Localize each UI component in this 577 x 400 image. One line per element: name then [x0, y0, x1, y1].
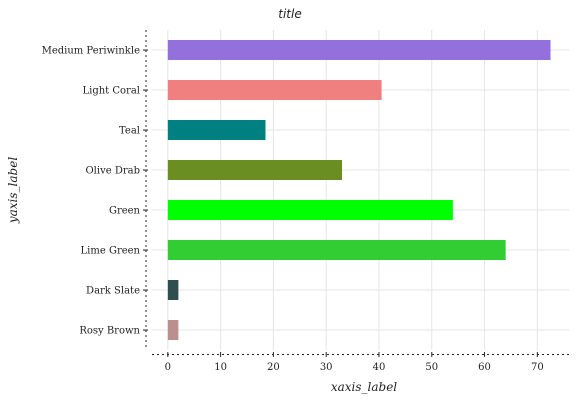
y-ticks: Rosy Brown Dark Slate Lime Green Green Olive… [42, 30, 148, 350]
y-tick-label: Olive Drab [85, 166, 140, 177]
x-axis-title: xaxis_label [331, 380, 397, 394]
y-tick-label: Medium Periwinkle [42, 46, 140, 57]
y-tick-label: Dark Slate [86, 286, 140, 297]
bar [167, 280, 179, 300]
y-tick-label: Light Coral [83, 86, 141, 97]
x-tick-label: 10 [214, 362, 227, 373]
bar [167, 160, 343, 180]
x-tick-label: 70 [531, 362, 544, 373]
x-tick-label: 30 [320, 362, 333, 373]
chart-title: title [278, 7, 301, 21]
bar [167, 320, 179, 340]
x-tick-label: 20 [267, 362, 280, 373]
x-tick-label: 40 [373, 362, 386, 373]
y-tick-label: Green [109, 206, 141, 217]
bar [167, 240, 506, 260]
x-tick-label: 60 [478, 362, 491, 373]
y-tick-label: Rosy Brown [79, 326, 140, 337]
y-axis-title: yaxis_label [6, 157, 20, 224]
bar [167, 40, 551, 60]
bar [167, 200, 453, 220]
bar [167, 120, 266, 140]
x-tick-label: 50 [425, 362, 438, 373]
grid [152, 30, 569, 350]
x-tick-label: 0 [165, 362, 171, 373]
x-ticks: 0 10 20 30 40 50 60 70 [152, 352, 569, 373]
y-tick-label: Lime Green [81, 246, 141, 257]
bar [167, 80, 382, 100]
bars [167, 40, 551, 340]
y-tick-label: Teal [119, 126, 140, 137]
